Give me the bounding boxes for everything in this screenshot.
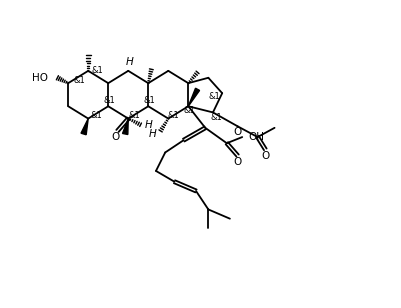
Text: &1: &1 bbox=[90, 111, 101, 120]
Text: &1: &1 bbox=[167, 111, 178, 120]
Text: H: H bbox=[148, 129, 156, 139]
Polygon shape bbox=[188, 88, 199, 106]
Text: &1: &1 bbox=[103, 95, 115, 105]
Text: H: H bbox=[126, 57, 134, 67]
Text: H: H bbox=[145, 120, 152, 130]
Text: &1: &1 bbox=[184, 106, 195, 116]
Text: O: O bbox=[233, 157, 241, 167]
Polygon shape bbox=[81, 119, 88, 135]
Text: OH: OH bbox=[248, 132, 264, 142]
Text: &1: &1 bbox=[128, 111, 140, 120]
Text: &1: &1 bbox=[73, 75, 85, 85]
Text: O: O bbox=[111, 132, 120, 142]
Text: O: O bbox=[233, 128, 241, 137]
Text: O: O bbox=[261, 151, 269, 160]
Polygon shape bbox=[122, 119, 128, 135]
Text: &1: &1 bbox=[208, 92, 220, 101]
Text: &1: &1 bbox=[91, 66, 103, 75]
Text: HO: HO bbox=[32, 73, 48, 83]
Text: &1: &1 bbox=[210, 112, 221, 122]
Text: &1: &1 bbox=[144, 95, 155, 105]
